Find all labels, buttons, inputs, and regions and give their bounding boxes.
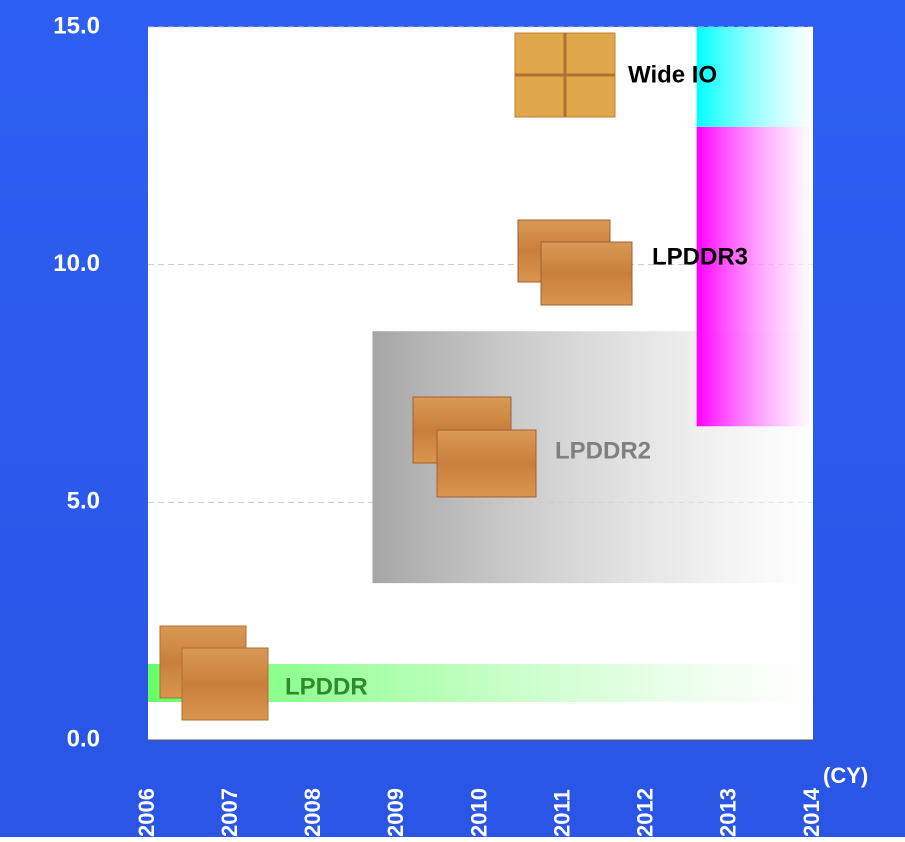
range-bar [696, 27, 813, 127]
series-label: LPDDR [285, 673, 368, 700]
x-tick-label: 2006 [134, 788, 159, 837]
x-tick-label: 2010 [466, 788, 491, 837]
x-tick-label: 2014 [799, 787, 824, 837]
x-tick-label: 2011 [549, 789, 574, 837]
series-label: LPDDR3 [652, 243, 748, 270]
series-label: Wide IO [628, 61, 717, 88]
x-tick-label: 2008 [300, 788, 325, 837]
x-tick-label: 2012 [633, 788, 658, 837]
y-tick-label: 0.0 [67, 725, 100, 752]
y-tick-label: 15.0 [53, 12, 100, 39]
y-tick-label: 5.0 [67, 488, 100, 515]
x-axis-label: (CY) [823, 763, 868, 788]
x-tick-label: 2013 [716, 788, 741, 837]
x-tick-label: 2007 [217, 788, 242, 837]
series-label: LPDDR2 [555, 437, 651, 464]
y-tick-label: 10.0 [53, 250, 100, 277]
chip-images [159, 32, 633, 721]
range-bar [696, 126, 813, 427]
x-tick-label: 2009 [383, 788, 408, 837]
